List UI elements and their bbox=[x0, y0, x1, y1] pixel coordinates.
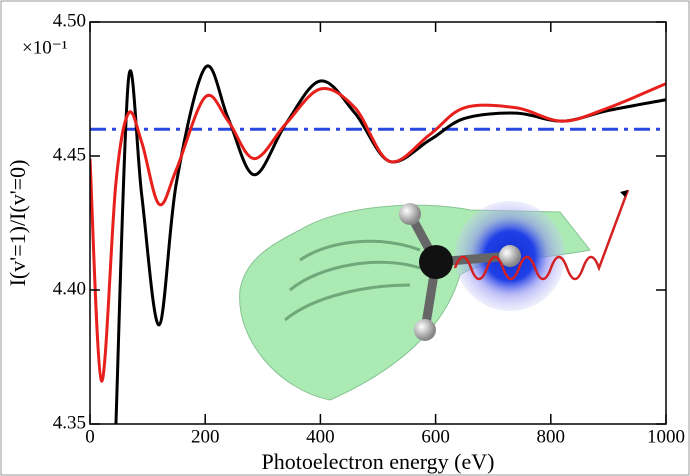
x-tick-label: 800 bbox=[537, 426, 566, 447]
y-tick-label: 4.35 bbox=[53, 412, 86, 433]
x-tick-label: 1000 bbox=[647, 426, 685, 447]
y-multiplier: ×10⁻¹ bbox=[22, 37, 68, 58]
series-line bbox=[90, 82, 666, 383]
y-tick-label: 4.50 bbox=[53, 10, 86, 31]
y-tick-label: 4.40 bbox=[53, 278, 86, 299]
x-tick-label: 200 bbox=[191, 426, 220, 447]
illustration bbox=[239, 189, 630, 401]
x-axis-label: Photoelectron energy (eV) bbox=[262, 449, 495, 474]
x-tick-label: 400 bbox=[306, 426, 335, 447]
y-axis-label: I(v'=1)/I(v'=0) bbox=[5, 160, 30, 287]
x-tick-label: 0 bbox=[85, 426, 95, 447]
x-tick-label: 600 bbox=[421, 426, 450, 447]
series-line bbox=[114, 64, 666, 424]
plot-frame bbox=[89, 21, 667, 425]
y-tick-label: 4.45 bbox=[53, 144, 86, 165]
